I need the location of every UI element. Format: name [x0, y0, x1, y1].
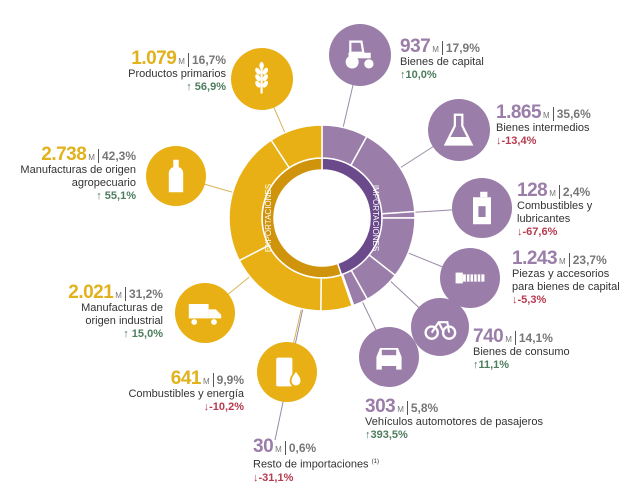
- bottle-icon: [146, 146, 206, 206]
- arrow-down-icon: ↓: [512, 294, 518, 306]
- imports-item-capital: 937 M 17,9% Bienes de capital ↑10,0%: [400, 36, 484, 81]
- arrow-up-icon: ↑: [400, 69, 406, 81]
- oil-barrel-icon: [257, 342, 317, 402]
- imports-item-vehiculos: 303 M 5,8% Vehículos automotores de pasaje…: [365, 396, 543, 441]
- tractor-icon: [329, 24, 391, 86]
- exports-item-moi: 2.021 M 31,2% Manufacturas de origen indus…: [68, 282, 163, 340]
- screw-icon: [440, 248, 500, 308]
- imports-item-resto: 30 M 0,6% Resto de importaciones (1) ↓-31,…: [253, 436, 379, 484]
- car-icon: [359, 327, 419, 387]
- imports-item-combustibles: 128 M 2,4% Combustibles y lubricantes ↓-67…: [517, 180, 593, 238]
- arrow-down-icon: ↓: [496, 135, 502, 147]
- exports-ring-label: EXPORTACIONES: [264, 184, 273, 252]
- arrow-down-icon: ↓: [203, 401, 210, 413]
- exports-segment-3: [270, 124, 323, 169]
- wheat-icon: [231, 48, 293, 110]
- arrow-up-icon: ↑: [473, 359, 479, 371]
- jerrycan-icon: [452, 178, 512, 238]
- arrow-up-icon: ↑: [123, 328, 129, 340]
- exports-item-primarios: 1.079 M 16,7% Productos primarios ↑ 56,9%: [128, 48, 226, 93]
- truck-icon: [175, 283, 235, 343]
- bicycle-icon: [411, 298, 469, 356]
- flask-icon: [428, 99, 490, 161]
- exports-item-combustibles: 641 M 9,9% Combustibles y energía ↓-10,2%: [128, 368, 244, 413]
- arrow-down-icon: ↓: [253, 471, 259, 484]
- arrow-down-icon: ↓: [517, 226, 523, 238]
- imports-ring-label: IMPORTACIONES: [371, 185, 380, 251]
- imports-item-intermedios: 1.865 M 35,6% Bienes intermedios ↓-13,4%: [496, 102, 591, 147]
- arrow-up-icon: ↑: [96, 190, 102, 202]
- imports-item-piezas: 1.243 M 23,7% Piezas y accesorios para bie…: [512, 248, 620, 306]
- arrow-up-icon: ↑: [186, 81, 192, 93]
- imports-item-consumo: 740 M 14,1% Bienes de consumo ↑11,1%: [473, 326, 570, 371]
- arrow-up-icon: ↑: [365, 429, 371, 441]
- exports-item-moa: 2.738 M 42,3% Manufacturas de origen agrop…: [20, 144, 136, 202]
